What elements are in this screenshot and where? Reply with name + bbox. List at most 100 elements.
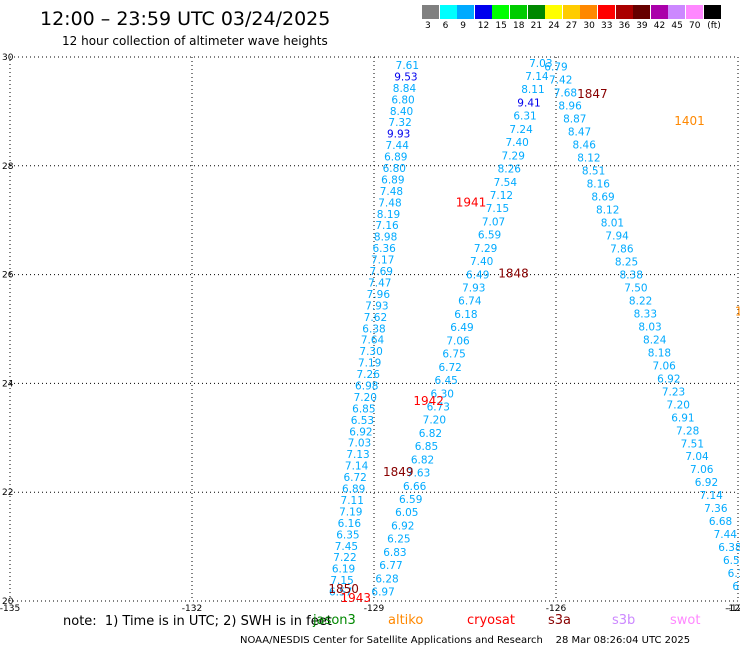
wave-height-value: 6.97 xyxy=(371,587,394,599)
wave-height-value: 6.59 xyxy=(723,555,740,567)
pass-time-label: 1400 xyxy=(735,304,740,318)
wave-height-value: 8.03 xyxy=(638,321,661,333)
wave-height-value: 8.12 xyxy=(577,153,600,165)
wave-height-value: 7.03 xyxy=(529,58,552,70)
wave-height-value: 9.53 xyxy=(394,71,417,83)
wave-height-value: 6.66 xyxy=(403,481,427,493)
wave-height-value: 7.04 xyxy=(685,451,709,463)
pass-time-label: 1943 xyxy=(341,591,372,605)
satellite-key-jason3: jason3 xyxy=(313,613,356,628)
wave-height-value: 6.68 xyxy=(709,516,732,528)
legend-swatch xyxy=(598,5,615,19)
wave-height-value: 8.40 xyxy=(390,106,413,118)
lat-tick-label: 24 xyxy=(2,379,14,389)
wave-height-value: 8.98 xyxy=(374,232,397,244)
pass-time-label: 1942 xyxy=(413,394,444,408)
wave-height-value: 7.15 xyxy=(330,575,353,587)
wave-height-value: 7.47 xyxy=(368,277,391,289)
legend-label: 21 xyxy=(530,21,543,31)
wave-height-value: 8.26 xyxy=(498,164,522,176)
wave-height-value: 6.49 xyxy=(450,322,473,334)
wave-height-value: 8.51 xyxy=(582,166,605,178)
legend-swatch xyxy=(580,5,598,19)
wave-height-value: 7.42 xyxy=(549,75,572,87)
map-subtitle: 12 hour collection of altimeter wave hei… xyxy=(62,34,328,48)
wave-height-value: 6.92 xyxy=(391,520,414,532)
wave-height-value: 6.57 xyxy=(329,587,352,599)
wave-height-value: 6.16 xyxy=(732,581,740,593)
wave-height-value: 8.33 xyxy=(634,308,657,320)
legend-label: 27 xyxy=(565,21,578,31)
wave-height-value: 6.80 xyxy=(391,94,414,106)
wave-height-value: 6.59 xyxy=(399,494,422,506)
wave-height-value: 7.14 xyxy=(345,461,369,473)
map-title: 12:00 – 23:59 UTC 03/24/2025 xyxy=(40,8,331,30)
legend-label: 12 xyxy=(477,21,490,31)
wave-height-value: 7.54 xyxy=(494,177,518,189)
wave-height-value: 6.73 xyxy=(427,401,450,413)
wave-height-value: 6.18 xyxy=(454,309,477,321)
wave-height-value: 8.47 xyxy=(568,127,591,139)
map-frame xyxy=(9,56,739,602)
legend-swatch xyxy=(474,5,492,19)
legend-swatch xyxy=(457,5,475,19)
wave-height-value: 6.49 xyxy=(466,269,489,281)
wave-height-value: 8.16 xyxy=(587,178,611,190)
credit-text: NOAA/NESDIS Center for Satellite Applica… xyxy=(240,635,543,646)
lon-tick-label: -126 xyxy=(546,604,567,614)
wave-height-value: 7.48 xyxy=(378,197,401,209)
wave-height-value: 7.30 xyxy=(359,346,382,358)
wave-height-value: 7.15 xyxy=(486,203,509,215)
wave-height-value: 7.12 xyxy=(490,190,513,202)
wave-height-value: 8.84 xyxy=(393,83,417,95)
wave-height-value: 7.13 xyxy=(346,449,369,461)
wave-height-value: 6.80 xyxy=(383,163,406,175)
wave-height-value: 9.41 xyxy=(517,97,540,109)
wave-height-value: 7.14 xyxy=(525,71,549,83)
wave-height-value: 6.45 xyxy=(434,375,457,387)
wave-height-value: 6.19 xyxy=(332,564,355,576)
wave-height-value: 6.16 xyxy=(338,518,362,530)
wave-height-value: 7.24 xyxy=(509,124,533,136)
wave-height-value: 6.92 xyxy=(695,477,718,489)
legend-swatch xyxy=(545,5,563,19)
lat-tick-label: 22 xyxy=(2,488,13,498)
wave-height-value: 8.22 xyxy=(629,295,652,307)
wave-height-value: 7.44 xyxy=(714,529,738,541)
legend-label: 3 xyxy=(425,21,431,31)
legend-label: 24 xyxy=(548,21,560,31)
wave-height-value: 7.48 xyxy=(380,186,403,198)
wave-height-value: 6.72 xyxy=(438,362,461,374)
wave-height-value: 7.11 xyxy=(341,495,364,507)
pass-time-labels: 1847140119411848140019421849135918501943… xyxy=(328,87,740,605)
wave-height-value: 6.89 xyxy=(342,484,365,496)
legend-swatch xyxy=(615,5,633,19)
wave-height-value: 6.92 xyxy=(349,426,372,438)
legend-swatch xyxy=(703,5,721,19)
wave-height-value: 7.14 xyxy=(699,490,723,502)
satellite-tracks: 7.619.538.846.808.407.329.937.446.896.80… xyxy=(329,58,740,599)
wave-height-value: 7.45 xyxy=(335,541,358,553)
generated-timestamp: 28 Mar 08:26:04 UTC 2025 xyxy=(555,635,691,646)
wave-height-value: 7.06 xyxy=(652,360,676,372)
wave-height-value: 7.51 xyxy=(681,438,704,450)
units-note: note: 1) Time is in UTC; 2) SWH is in fe… xyxy=(63,614,332,629)
lon-tick-label: -135 xyxy=(0,604,20,614)
lon-tick-label: -129 xyxy=(364,604,385,614)
legend-label: 36 xyxy=(618,21,631,31)
wave-height-value: 6.30 xyxy=(431,388,454,400)
wave-height-value: 8.19 xyxy=(377,209,400,221)
wave-height-value: 7.69 xyxy=(370,266,393,278)
wave-height-value: 6.38 xyxy=(362,323,385,335)
wave-height-value: 7.86 xyxy=(610,243,634,255)
wave-height-value: 8.24 xyxy=(643,334,667,346)
wave-height-value: 8.18 xyxy=(648,347,671,359)
wave-height-value: 6.25 xyxy=(387,534,410,546)
pass-time-label: 1848 xyxy=(498,266,529,280)
legend-label: 42 xyxy=(653,21,666,31)
legend-label: 15 xyxy=(495,21,507,31)
lat-lon-grid xyxy=(10,57,738,601)
wave-height-value: 7.40 xyxy=(505,137,528,149)
pass-time-label: 1401 xyxy=(674,114,705,128)
